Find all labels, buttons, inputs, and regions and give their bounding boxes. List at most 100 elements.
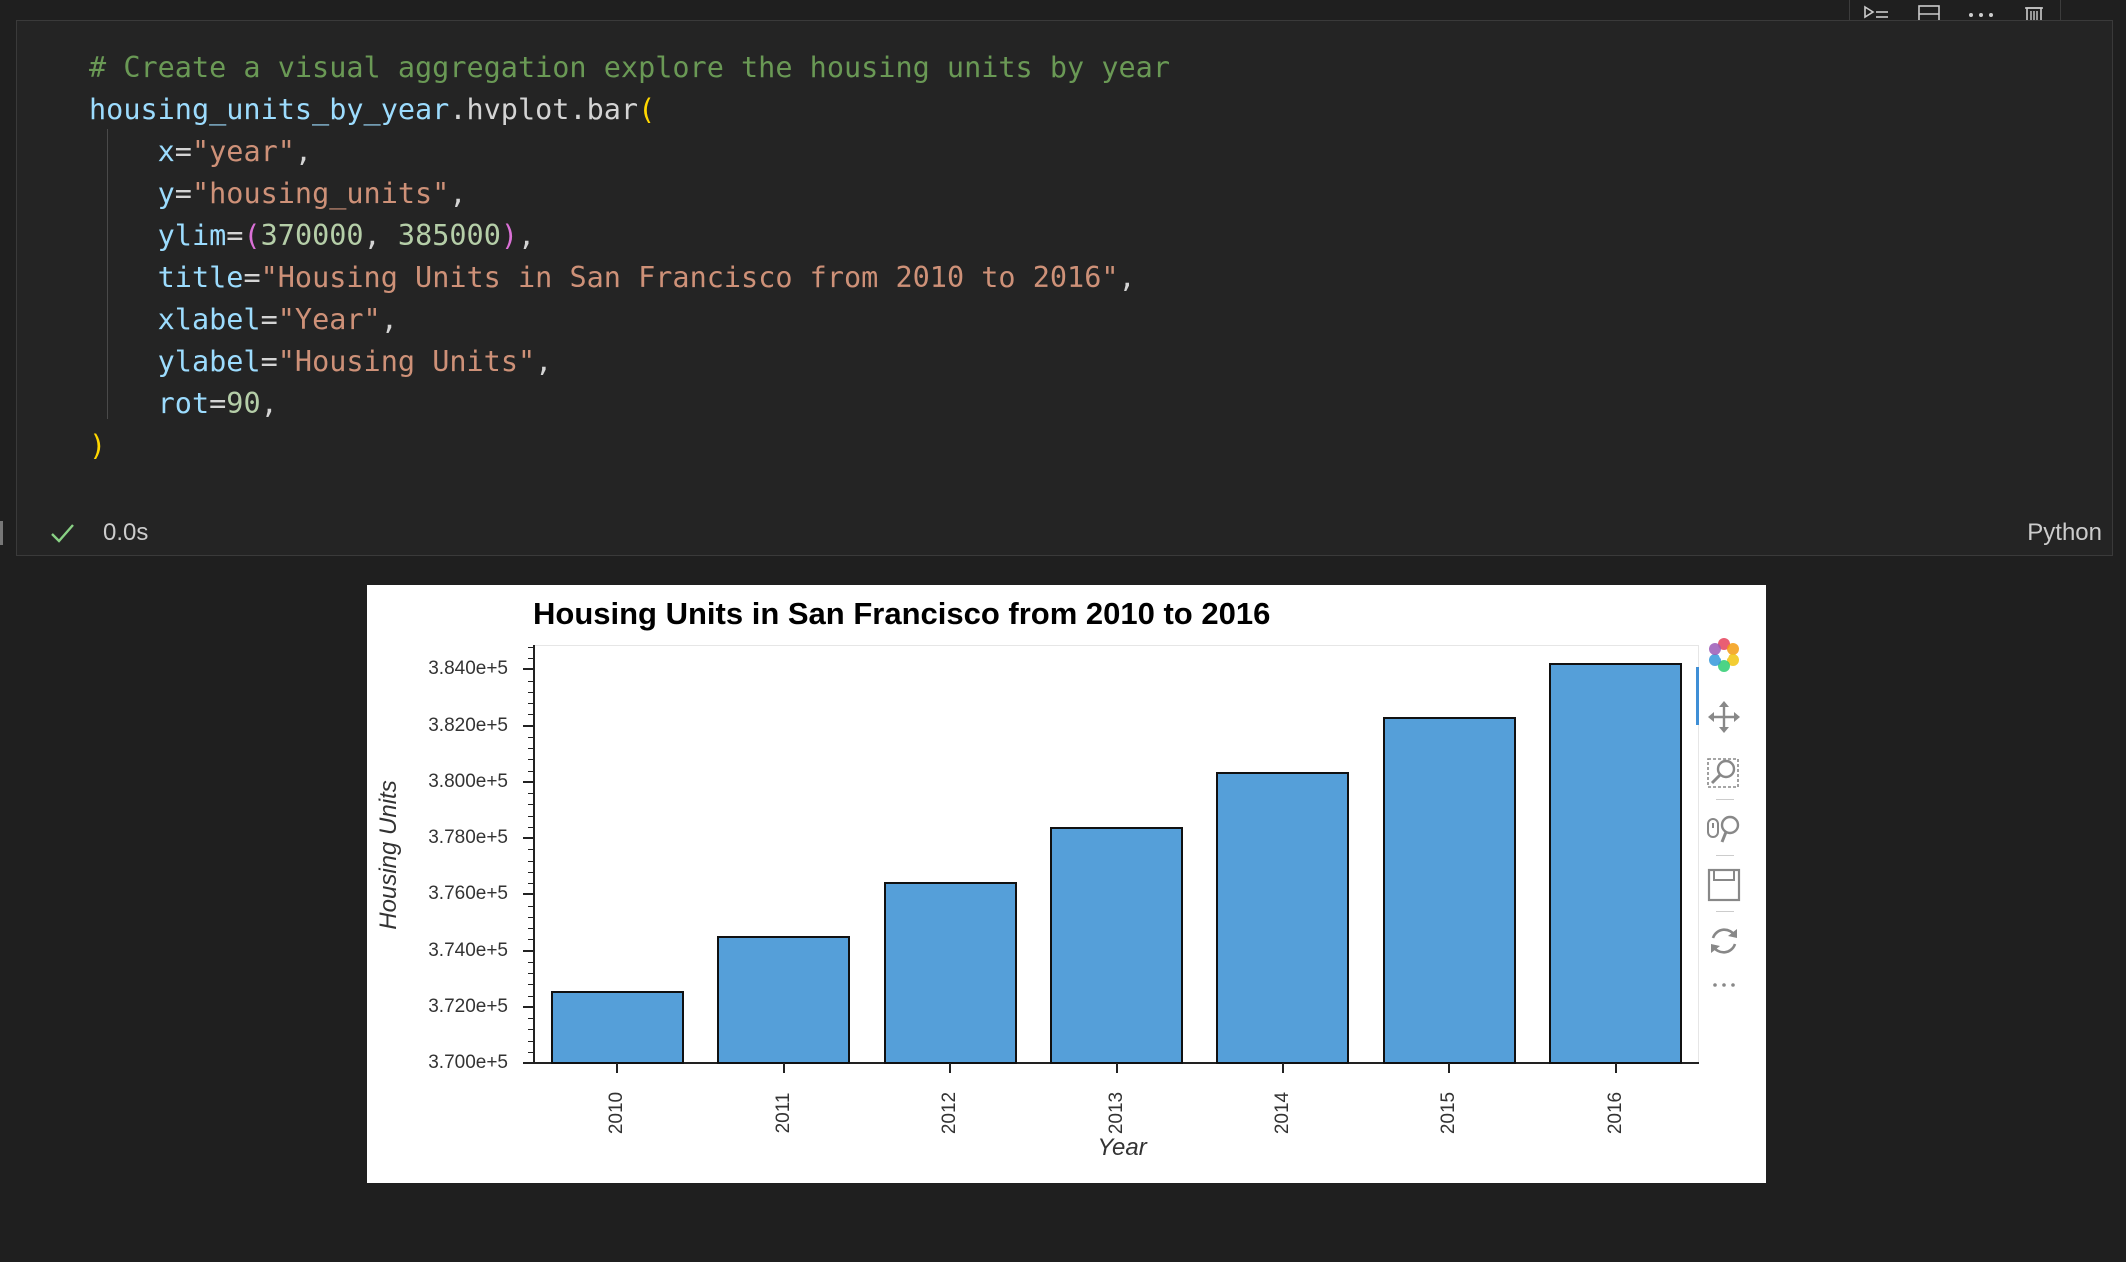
x-tick-label: 2010 — [606, 1091, 628, 1135]
x-tick — [1281, 1063, 1284, 1073]
pan-icon[interactable] — [1704, 697, 1744, 737]
code-token: , — [363, 219, 398, 252]
toolbar-separator — [1716, 911, 1734, 912]
language-indicator[interactable]: Python — [2027, 519, 2102, 546]
code-token: y — [89, 177, 175, 210]
x-tick-label: 2011 — [772, 1092, 794, 1134]
bar-2012[interactable] — [883, 881, 1017, 1064]
y-tick — [523, 949, 534, 952]
y-tick — [523, 837, 534, 840]
x-tick-label: 2013 — [1105, 1091, 1127, 1135]
y-tick-label: 3.800e+5 — [428, 770, 508, 792]
more-icon[interactable] — [1704, 965, 1744, 1005]
bokeh-logo-icon[interactable] — [1704, 635, 1744, 675]
y-tick-label: 3.820e+5 — [428, 714, 508, 736]
y-minor-tick — [528, 793, 534, 795]
y-minor-tick — [528, 714, 534, 716]
toolbar-separator — [1716, 855, 1734, 856]
code-token: = — [174, 177, 192, 210]
x-axis-label: Year — [1097, 1134, 1147, 1161]
y-minor-tick — [528, 680, 534, 682]
reset-icon[interactable] — [1704, 921, 1744, 961]
y-minor-tick — [528, 759, 534, 761]
y-minor-tick — [528, 691, 534, 693]
bar-2015[interactable] — [1382, 717, 1516, 1064]
code-line[interactable]: ylabel="Housing Units", — [89, 341, 1170, 383]
code-line[interactable]: y="housing_units", — [89, 173, 1170, 215]
active-tool-indicator — [1696, 667, 1699, 725]
plot-toolbar — [1696, 635, 1754, 1055]
code-line[interactable]: rot=90, — [89, 383, 1170, 425]
code-token: , — [380, 303, 398, 336]
y-tick — [523, 780, 534, 783]
y-minor-tick — [528, 748, 534, 750]
y-minor-tick — [528, 905, 534, 907]
y-minor-tick — [528, 770, 534, 772]
y-minor-tick — [528, 815, 534, 817]
code-line[interactable]: xlabel="Year", — [89, 299, 1170, 341]
code-token: = — [226, 219, 244, 252]
bar-2013[interactable] — [1049, 826, 1184, 1064]
y-minor-tick — [528, 973, 534, 975]
code-token: "year" — [191, 135, 295, 168]
code-cell[interactable]: # Create a visual aggregation explore th… — [16, 20, 2113, 556]
wheel-zoom-icon[interactable] — [1704, 809, 1744, 849]
x-tick — [1115, 1063, 1118, 1073]
code-line[interactable]: # Create a visual aggregation explore th… — [89, 47, 1170, 89]
code-token: = — [243, 261, 261, 294]
code-token: rot — [89, 387, 210, 420]
bar-2014[interactable] — [1216, 772, 1350, 1064]
code-token: = — [260, 345, 278, 378]
x-tick-label: 2014 — [1271, 1091, 1293, 1135]
code-editor[interactable]: # Create a visual aggregation explore th… — [89, 47, 1170, 467]
x-tick — [949, 1063, 952, 1073]
y-tick-label: 3.760e+5 — [428, 883, 508, 905]
code-line[interactable]: housing_units_by_year.hvplot.bar( — [89, 89, 1170, 131]
code-line[interactable]: x="year", — [89, 131, 1170, 173]
x-tick-label: 2012 — [939, 1091, 961, 1135]
code-line[interactable]: ylim=(370000, 385000), — [89, 215, 1170, 257]
cell-collapse-bar[interactable] — [0, 521, 3, 545]
code-token: 385000 — [397, 219, 501, 252]
code-line[interactable]: ) — [89, 425, 1170, 467]
more-actions-icon[interactable] — [1965, 1, 1997, 29]
y-minor-tick — [528, 961, 534, 963]
y-minor-tick — [528, 916, 534, 918]
y-tick — [523, 893, 534, 896]
code-token: , — [294, 135, 313, 168]
code-line[interactable]: title="Housing Units in San Francisco fr… — [89, 257, 1170, 299]
y-minor-tick — [528, 703, 534, 705]
code-token: "Housing Units" — [277, 345, 536, 378]
indent-guide — [107, 129, 108, 419]
code-token: ) — [89, 429, 107, 462]
code-token: ( — [638, 93, 656, 126]
bar-2010[interactable] — [550, 991, 684, 1064]
y-minor-tick — [528, 849, 534, 851]
box-zoom-icon[interactable] — [1704, 753, 1744, 793]
y-minor-tick — [528, 871, 534, 873]
code-token: , — [260, 387, 278, 420]
code-token: x — [89, 135, 175, 168]
code-token: = — [260, 303, 278, 336]
code-token: title — [89, 261, 244, 294]
code-token: housing_units_by_year — [89, 93, 450, 126]
code-token: ylim — [89, 219, 227, 252]
save-icon[interactable] — [1704, 865, 1744, 905]
code-token: "Housing Units in San Francisco from 201… — [260, 261, 1119, 294]
y-tick — [523, 724, 534, 727]
check-icon — [51, 524, 74, 543]
y-minor-tick — [528, 883, 534, 885]
x-tick — [782, 1063, 785, 1073]
y-minor-tick — [528, 984, 534, 986]
execution-time: 0.0s — [103, 519, 149, 546]
x-tick-label: 2015 — [1438, 1091, 1460, 1135]
code-token: "housing_units" — [191, 177, 450, 210]
bar-2011[interactable] — [717, 936, 851, 1064]
code-token: ( — [243, 219, 261, 252]
y-minor-tick — [528, 647, 534, 648]
y-minor-tick — [528, 826, 534, 828]
toolbar-separator — [1716, 799, 1734, 800]
code-token: ) — [500, 219, 519, 252]
bar-2016[interactable] — [1549, 662, 1683, 1064]
code-token: = — [209, 387, 227, 420]
